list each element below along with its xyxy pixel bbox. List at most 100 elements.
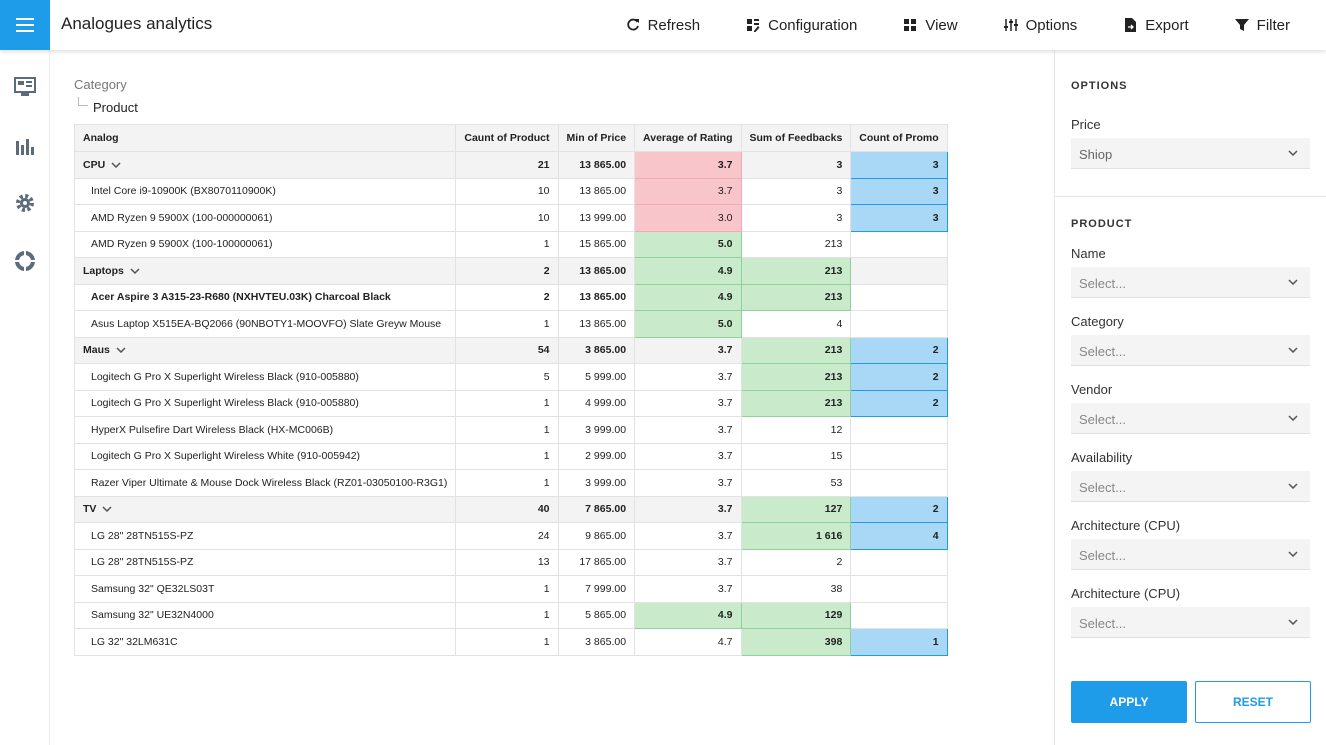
toolbar-button[interactable]: Filter xyxy=(1234,17,1290,34)
filter-panel: OPTIONS Price Shiop PRODUCT Name Select..… xyxy=(1054,50,1326,745)
row-label: Logitech G Pro X Superlight Wireless Whi… xyxy=(73,442,457,470)
column-header[interactable]: Min of Price xyxy=(557,124,636,152)
cell-text: 4 999.00 xyxy=(585,397,627,410)
cell-text: Laptops xyxy=(83,264,124,277)
select[interactable]: Shiop xyxy=(1071,138,1310,169)
table-cell xyxy=(850,548,948,576)
cell-text: HyperX Pulsefire Dart Wireless Black (HX… xyxy=(91,423,334,436)
column-header[interactable]: Sum of Feedbacks xyxy=(740,124,852,152)
select[interactable]: Select... xyxy=(1071,403,1310,434)
toolbar-button[interactable]: View xyxy=(903,17,958,34)
pivot-table: Analog Caunt of Product Min of Price Averag… xyxy=(73,124,948,656)
cell-text: Logitech G Pro X Superlight Wireless Bla… xyxy=(91,397,359,410)
toolbar-icon xyxy=(1234,19,1249,31)
table-cell: 2 xyxy=(850,389,948,417)
table-cell xyxy=(850,575,948,603)
select[interactable]: Select... xyxy=(1071,471,1310,502)
table-cell: 3.7 xyxy=(634,548,742,576)
pivot-row-field[interactable]: Category xyxy=(74,77,127,92)
pivot-sub-field[interactable]: Product xyxy=(93,100,138,115)
row-label: Acer Aspire 3 A315-23-R680 (NXHVTEU.03K)… xyxy=(73,283,457,311)
expand-toggle[interactable] xyxy=(111,162,121,168)
cell-text: Intel Core i9-10900K (BX8070110900K) xyxy=(91,185,276,198)
toolbar-button[interactable]: Configuration xyxy=(746,17,857,34)
chevron xyxy=(1288,150,1298,156)
row-label: TV xyxy=(73,495,457,523)
cell-text: 10 xyxy=(537,211,550,224)
toolbar-icon xyxy=(747,19,760,32)
cell-text: 398 xyxy=(824,635,843,648)
table-row: Logitech G Pro X Superlight Wireless Bla… xyxy=(73,389,948,417)
row-label: AMD Ryzen 9 5900X (100-100000061) xyxy=(73,230,457,258)
app-title: Analogues analytics xyxy=(61,14,213,33)
select[interactable]: Select... xyxy=(1071,267,1310,298)
nav-help[interactable] xyxy=(14,250,36,272)
table-cell: 4 xyxy=(740,310,852,338)
cell-text: Acer Aspire 3 A315-23-R680 (NXHVTEU.03K)… xyxy=(91,291,391,304)
select-placeholder: Select... xyxy=(1079,480,1126,495)
group-row: TV 40 7 865.00 3.7 127 2 xyxy=(73,495,948,523)
toolbar-button[interactable]: Refresh xyxy=(626,17,700,34)
table-cell: 2 xyxy=(740,548,852,576)
cell-text: 5.0 xyxy=(717,238,733,251)
cell-text: 3.7 xyxy=(717,370,733,383)
table-cell: 3.7 xyxy=(634,469,742,497)
menu-button[interactable] xyxy=(0,0,50,50)
toolbar-button[interactable]: Options xyxy=(1003,17,1077,34)
column-header[interactable]: Average of Rating xyxy=(634,124,742,152)
cell-text: 3 999.00 xyxy=(585,476,627,489)
table-cell: 3.7 xyxy=(634,416,742,444)
expand-toggle[interactable] xyxy=(102,506,112,513)
select-placeholder: Select... xyxy=(1079,616,1126,631)
table-cell: 5 999.00 xyxy=(557,363,636,391)
nav-dashboard[interactable] xyxy=(14,76,36,98)
column-header[interactable]: Analog xyxy=(73,124,457,152)
cell-text: 3.7 xyxy=(717,556,733,569)
table-cell: 2 xyxy=(850,363,948,391)
chevron xyxy=(1288,415,1298,421)
row-label: LG 28" 28TN515S-PZ xyxy=(73,548,457,576)
cell-text: 1 xyxy=(543,635,550,648)
table-cell: 3 xyxy=(850,177,948,205)
cell-text: Logitech G Pro X Superlight Wireless Whi… xyxy=(91,450,361,463)
field-label: Vendor xyxy=(1071,382,1113,397)
table-cell: 1 xyxy=(455,601,559,629)
table-row: LG 28" 28TN515S-PZ 24 9 865.00 3.7 1 616 4 xyxy=(73,522,948,550)
cell-text: 3.7 xyxy=(717,529,733,542)
select[interactable]: Select... xyxy=(1071,539,1310,570)
cell-text: 1 616 xyxy=(816,529,843,542)
toolbar-button[interactable]: Export xyxy=(1123,17,1189,34)
row-label: Logitech G Pro X Superlight Wireless Bla… xyxy=(73,363,457,391)
table-cell: 2 999.00 xyxy=(557,442,636,470)
select-placeholder: Select... xyxy=(1079,412,1126,427)
expand-toggle[interactable] xyxy=(130,268,140,274)
nav-settings[interactable] xyxy=(14,192,36,214)
row-label: Samsung 32" QE32LS03T xyxy=(73,575,457,603)
table-cell: 3 865.00 xyxy=(557,336,636,364)
table-cell: 13 865.00 xyxy=(557,177,636,205)
cell-text: 7 865.00 xyxy=(585,503,627,516)
nav-charts[interactable] xyxy=(14,135,36,157)
column-header[interactable]: Caunt of Product xyxy=(455,124,559,152)
cell-text: 213 xyxy=(824,291,843,304)
table-cell: 17 865.00 xyxy=(557,548,636,576)
apply-button[interactable]: APPLY xyxy=(1071,681,1187,723)
column-header[interactable]: Count of Promo xyxy=(850,124,948,152)
cell-text: 7 999.00 xyxy=(585,582,627,595)
table-cell: 5 xyxy=(455,363,559,391)
table-cell: 4.9 xyxy=(634,601,742,629)
expand-toggle[interactable] xyxy=(116,347,126,354)
select[interactable]: Select... xyxy=(1071,607,1310,638)
cell-text: 3.7 xyxy=(717,185,733,198)
cell-text: 3.7 xyxy=(717,450,733,463)
cell-text: 3 xyxy=(836,158,843,171)
select[interactable]: Select... xyxy=(1071,335,1310,366)
reset-button[interactable]: RESET xyxy=(1195,681,1311,723)
cell-text: 2 xyxy=(543,264,550,277)
cell-text: 213 xyxy=(824,264,843,277)
table-cell: 3 xyxy=(740,151,852,179)
cell-text: 213 xyxy=(824,370,843,383)
table-cell: 3.7 xyxy=(634,522,742,550)
cell-text: 3.7 xyxy=(717,423,733,436)
table-cell: 3 999.00 xyxy=(557,469,636,497)
